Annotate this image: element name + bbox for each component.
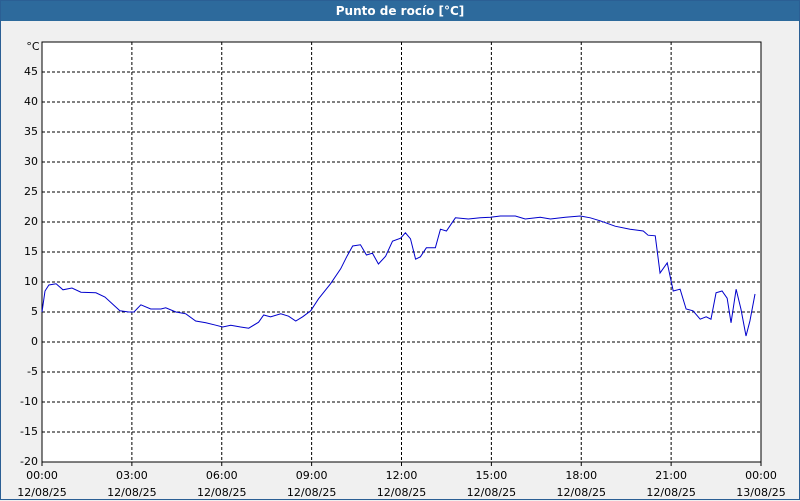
y-tick-label: 20	[24, 215, 38, 228]
y-tick-label: 45	[24, 65, 38, 78]
x-tick-label: 21:00 12/08/25	[646, 469, 696, 499]
y-axis-unit: °C	[26, 40, 40, 53]
y-tick-label: 0	[31, 335, 38, 348]
x-tick-label: 03:00 12/08/25	[107, 469, 157, 499]
title-bar: Punto de rocío [°C]	[1, 1, 799, 21]
y-tick-label: -5	[27, 365, 38, 378]
y-tick-label: 30	[24, 155, 38, 168]
y-tick-label: 40	[24, 95, 38, 108]
x-tick-label: 09:00 12/08/25	[286, 469, 337, 499]
y-tick-label: -10	[20, 395, 38, 408]
y-tick-label: 10	[24, 275, 38, 288]
x-tick-label: 18:00 12/08/25	[556, 469, 606, 499]
x-tick-label: 15:00 12/08/25	[466, 469, 517, 499]
x-tick-label: 12:00 12/08/25	[376, 469, 427, 499]
y-tick-label: 35	[24, 125, 38, 138]
x-tick-label: 00:00 12/08/25	[17, 469, 67, 499]
y-tick-label: -20	[20, 455, 38, 468]
y-tick-label: 15	[24, 245, 38, 258]
y-tick-label: 25	[24, 185, 38, 198]
plot-frame	[41, 41, 762, 463]
x-tick-label: 06:00 12/08/25	[197, 469, 247, 499]
x-tick-label: 00:00 13/08/25	[736, 469, 786, 499]
data-line	[41, 215, 756, 337]
y-tick-label: 5	[31, 305, 38, 318]
y-tick-label: -15	[20, 425, 38, 438]
